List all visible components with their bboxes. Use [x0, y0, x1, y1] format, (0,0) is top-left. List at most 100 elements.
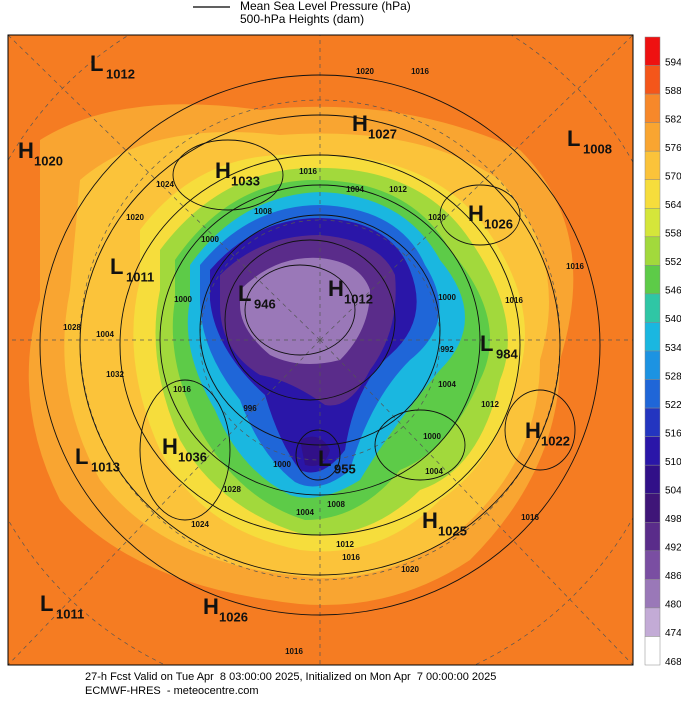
isobar-label: 1016	[299, 167, 317, 176]
isobar-label: 996	[243, 404, 257, 413]
system-pressure: 1011	[56, 606, 84, 621]
colorbar-label: 570	[665, 172, 681, 183]
colorbar-swatch	[644, 179, 661, 209]
isobar-label: 1016	[173, 385, 191, 394]
colorbar-swatch	[644, 379, 661, 409]
colorbar-label: 594	[665, 57, 681, 68]
system-pressure: 1027	[368, 126, 397, 141]
system-pressure: 1026	[484, 216, 513, 231]
isobar-label: 1020	[126, 213, 144, 222]
colorbar-swatch	[644, 208, 661, 238]
system-pressure: 1033	[231, 173, 260, 188]
colorbar-label: 552	[665, 257, 681, 268]
colorbar-label: 510	[665, 457, 681, 468]
isobar-label: 1008	[327, 500, 345, 509]
system-pressure: 1008	[583, 141, 612, 156]
colorbar-label: 516	[665, 428, 681, 439]
system-pressure: 1012	[106, 66, 135, 81]
colorbar-swatch	[644, 436, 661, 466]
system-letter: H	[328, 276, 344, 301]
system-letter: H	[352, 111, 368, 136]
colorbar-label: 468	[665, 657, 681, 668]
colorbar-label: 480	[665, 600, 681, 611]
system-letter: H	[203, 594, 219, 619]
colorbar-swatch	[644, 464, 661, 494]
system-pressure: 1022	[541, 433, 570, 448]
footer-line: ECMWF-HRES - meteocentre.com	[85, 685, 259, 697]
system-letter: L	[75, 444, 88, 469]
isobar-label: 1016	[285, 647, 303, 656]
isobar-label: 1004	[96, 330, 114, 339]
isobar-label: 1004	[438, 380, 456, 389]
colorbar-swatch	[644, 150, 661, 180]
system-letter: L	[238, 281, 251, 306]
colorbar-swatch	[644, 93, 661, 123]
isobar-label: 1024	[191, 520, 209, 529]
system-letter: H	[215, 158, 231, 183]
isobar-label: 1012	[481, 400, 499, 409]
colorbar-label: 474	[665, 628, 681, 639]
system-letter: L	[318, 446, 331, 471]
header-line: Mean Sea Level Pressure (hPa)	[240, 0, 411, 13]
system-pressure: 1036	[178, 449, 207, 464]
colorbar-swatch	[644, 579, 661, 609]
isobar-label: 1016	[566, 262, 584, 271]
system-pressure: 1013	[91, 459, 120, 474]
colorbar-label: 558	[665, 229, 681, 240]
system-letter: H	[18, 138, 34, 163]
system-pressure: 1026	[219, 609, 248, 624]
colorbar-swatch	[644, 607, 661, 637]
colorbar-label: 528	[665, 371, 681, 382]
isobar-label: 1000	[438, 293, 456, 302]
colorbar-swatch	[644, 350, 661, 380]
isobar-label: 1016	[411, 67, 429, 76]
isobar-label: 1008	[254, 207, 272, 216]
colorbar-swatch	[644, 36, 661, 66]
system-letter: L	[567, 126, 580, 151]
system-letter: L	[90, 51, 103, 76]
isobar-label: 1004	[346, 185, 364, 194]
colorbar-swatch	[644, 122, 661, 152]
colorbar-label: 540	[665, 314, 681, 325]
isobar-label: 1000	[201, 235, 219, 244]
system-letter: L	[480, 331, 493, 356]
isobar-label: 1032	[106, 370, 124, 379]
header-line: 500-hPa Heights (dam)	[240, 12, 364, 26]
colorbar-swatch	[644, 407, 661, 437]
isobar-label: 1024	[156, 180, 174, 189]
system-pressure: 1011	[126, 269, 154, 284]
isobar-label: 1028	[63, 323, 81, 332]
isobar-label: 1000	[423, 432, 441, 441]
footer-line: 27-h Fcst Valid on Tue Apr 8 03:00:00 20…	[85, 671, 496, 683]
colorbar-label: 498	[665, 514, 681, 525]
isobar-label: 1020	[401, 565, 419, 574]
isobar-label: 1012	[336, 540, 354, 549]
isobar-label: 1020	[356, 67, 374, 76]
system-letter: H	[468, 201, 484, 226]
colorbar-swatch	[644, 265, 661, 295]
system-pressure: 955	[334, 461, 356, 476]
system-pressure: 1012	[344, 291, 373, 306]
colorbar-label: 582	[665, 114, 681, 125]
colorbar-swatch	[644, 65, 661, 95]
isobar-label: 1004	[425, 467, 443, 476]
colorbar-swatch	[644, 322, 661, 352]
system-pressure: 1020	[34, 153, 63, 168]
system-pressure: 984	[496, 346, 518, 361]
map-frame	[7, 34, 634, 666]
colorbar-label: 522	[665, 400, 681, 411]
system-letter: H	[162, 434, 178, 459]
isobar-label: 1028	[223, 485, 241, 494]
colorbar-swatch	[644, 293, 661, 323]
colorbar-label: 534	[665, 343, 681, 354]
system-letter: L	[40, 591, 53, 616]
isobar-label: 1012	[389, 185, 407, 194]
colorbar-label: 492	[665, 543, 681, 554]
colorbar-swatch	[644, 493, 661, 523]
colorbar-label: 564	[665, 200, 681, 211]
isobar-label: 1016	[521, 513, 539, 522]
isobar-label: 1004	[296, 508, 314, 517]
colorbar-swatch	[644, 236, 661, 266]
